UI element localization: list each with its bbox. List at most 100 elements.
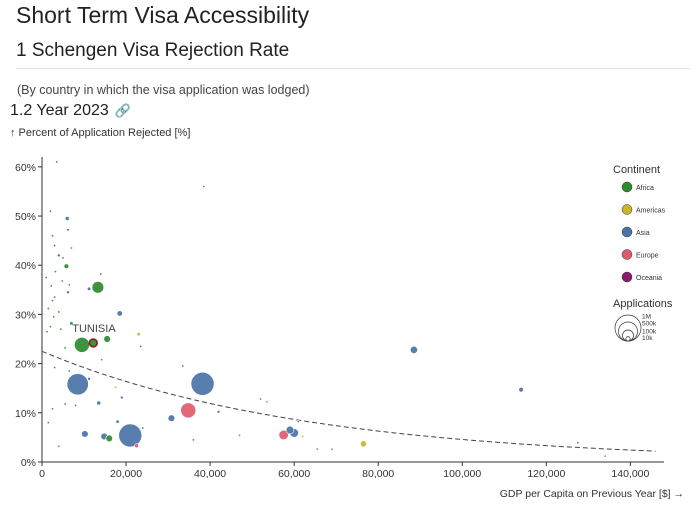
legend-label: Africa bbox=[636, 185, 654, 192]
data-point[interactable] bbox=[56, 253, 61, 258]
data-point[interactable] bbox=[91, 281, 105, 294]
subsection-title-text: 1.2 Year 2023 bbox=[10, 102, 109, 119]
data-point[interactable] bbox=[99, 272, 103, 276]
legend-swatch bbox=[621, 226, 633, 238]
data-point[interactable] bbox=[259, 397, 263, 401]
data-point[interactable] bbox=[301, 434, 305, 438]
y-axis-label: ↑ Percent of Application Rejected [%] bbox=[10, 127, 191, 139]
data-point[interactable] bbox=[67, 283, 71, 287]
data-point[interactable] bbox=[105, 434, 113, 443]
data-point[interactable] bbox=[360, 440, 367, 448]
data-point[interactable] bbox=[48, 325, 52, 329]
data-point[interactable] bbox=[53, 366, 57, 370]
data-point[interactable] bbox=[603, 454, 607, 458]
data-point[interactable] bbox=[64, 216, 70, 221]
x-tick-label: 120,000 bbox=[527, 468, 565, 480]
y-tick-label: 40% bbox=[15, 260, 36, 272]
data-point[interactable] bbox=[87, 286, 92, 291]
data-point[interactable] bbox=[63, 402, 67, 406]
data-point[interactable] bbox=[96, 400, 102, 406]
data-point[interactable] bbox=[81, 430, 89, 438]
data-point[interactable] bbox=[59, 327, 63, 331]
data-point[interactable] bbox=[53, 270, 57, 274]
data-point[interactable] bbox=[66, 373, 89, 396]
data-point[interactable] bbox=[52, 315, 56, 319]
data-point[interactable] bbox=[141, 426, 145, 430]
data-point[interactable] bbox=[115, 419, 120, 424]
y-tick-label: 0% bbox=[21, 457, 36, 469]
x-tick-label: 20,000 bbox=[110, 468, 142, 480]
chart-subtitle: (By country in which the visa applicatio… bbox=[17, 83, 310, 97]
data-point[interactable] bbox=[63, 346, 67, 350]
data-point[interactable] bbox=[330, 447, 334, 451]
data-point[interactable] bbox=[53, 295, 57, 299]
data-point[interactable] bbox=[315, 447, 319, 451]
data-point[interactable] bbox=[238, 433, 242, 437]
data-point[interactable] bbox=[69, 246, 73, 250]
data-point[interactable] bbox=[60, 279, 64, 283]
legend-title: Continent bbox=[613, 164, 660, 176]
data-point[interactable] bbox=[69, 321, 74, 326]
trend-line bbox=[41, 350, 656, 452]
data-point[interactable] bbox=[202, 185, 206, 189]
data-point[interactable] bbox=[134, 443, 139, 449]
data-point[interactable] bbox=[191, 438, 195, 442]
data-point[interactable] bbox=[55, 160, 59, 164]
data-point[interactable] bbox=[285, 425, 295, 435]
data-point[interactable] bbox=[265, 400, 269, 404]
data-point[interactable] bbox=[66, 290, 70, 295]
data-point[interactable] bbox=[57, 310, 61, 314]
data-point[interactable] bbox=[51, 299, 55, 303]
data-point[interactable] bbox=[88, 338, 98, 348]
data-point[interactable] bbox=[63, 263, 70, 269]
annotation-label: TUNISIA bbox=[72, 323, 116, 335]
data-point[interactable] bbox=[74, 337, 90, 353]
data-point[interactable] bbox=[409, 345, 418, 354]
legend-label: Americas bbox=[636, 208, 666, 215]
data-point[interactable] bbox=[45, 330, 49, 334]
data-point[interactable] bbox=[66, 228, 70, 232]
data-point[interactable] bbox=[139, 344, 143, 348]
x-tick-label: 0 bbox=[39, 468, 45, 480]
data-point[interactable] bbox=[87, 377, 91, 381]
data-point[interactable] bbox=[103, 335, 111, 343]
data-point[interactable] bbox=[74, 403, 78, 407]
data-point[interactable] bbox=[190, 371, 215, 396]
page-title: Short Term Visa Accessibility bbox=[16, 2, 310, 28]
y-tick-label: 20% bbox=[15, 359, 36, 371]
data-point[interactable] bbox=[57, 444, 61, 448]
data-point[interactable] bbox=[100, 358, 104, 362]
data-point[interactable] bbox=[48, 209, 52, 213]
legend-label: Oceania bbox=[636, 275, 662, 282]
data-point[interactable] bbox=[278, 429, 289, 441]
data-point[interactable] bbox=[116, 310, 123, 317]
data-point[interactable] bbox=[167, 414, 176, 422]
data-point[interactable] bbox=[53, 244, 57, 248]
data-point[interactable] bbox=[518, 386, 524, 393]
size-legend-label: 500k bbox=[642, 321, 657, 328]
y-tick-label: 60% bbox=[15, 162, 36, 174]
data-point[interactable] bbox=[120, 395, 124, 400]
size-legend-label: 10k bbox=[642, 335, 653, 342]
x-tick-label: 100,000 bbox=[443, 468, 481, 480]
link-icon[interactable]: 🔗 bbox=[114, 103, 131, 118]
data-point[interactable] bbox=[216, 410, 221, 414]
data-point[interactable] bbox=[576, 441, 580, 445]
section-title: 1 Schengen Visa Rejection Rate bbox=[16, 40, 290, 61]
data-point[interactable] bbox=[46, 307, 50, 311]
data-point[interactable] bbox=[46, 421, 50, 425]
data-point[interactable] bbox=[118, 423, 143, 448]
x-axis-label: GDP per Capita on Previous Year [$] → bbox=[500, 488, 684, 500]
data-point[interactable] bbox=[181, 364, 185, 368]
data-point[interactable] bbox=[180, 402, 197, 419]
data-point[interactable] bbox=[49, 284, 53, 288]
data-point[interactable] bbox=[114, 385, 118, 389]
data-point[interactable] bbox=[67, 369, 71, 373]
data-point[interactable] bbox=[296, 420, 300, 424]
data-point[interactable] bbox=[51, 407, 55, 411]
data-point[interactable] bbox=[44, 276, 48, 280]
data-point[interactable] bbox=[61, 256, 65, 260]
axes: 0% 10% 20% 30% 40% 50% 60% 0 20,000 40,000 60,000 8… bbox=[15, 157, 664, 480]
data-point[interactable] bbox=[136, 332, 141, 337]
data-point[interactable] bbox=[51, 234, 55, 238]
